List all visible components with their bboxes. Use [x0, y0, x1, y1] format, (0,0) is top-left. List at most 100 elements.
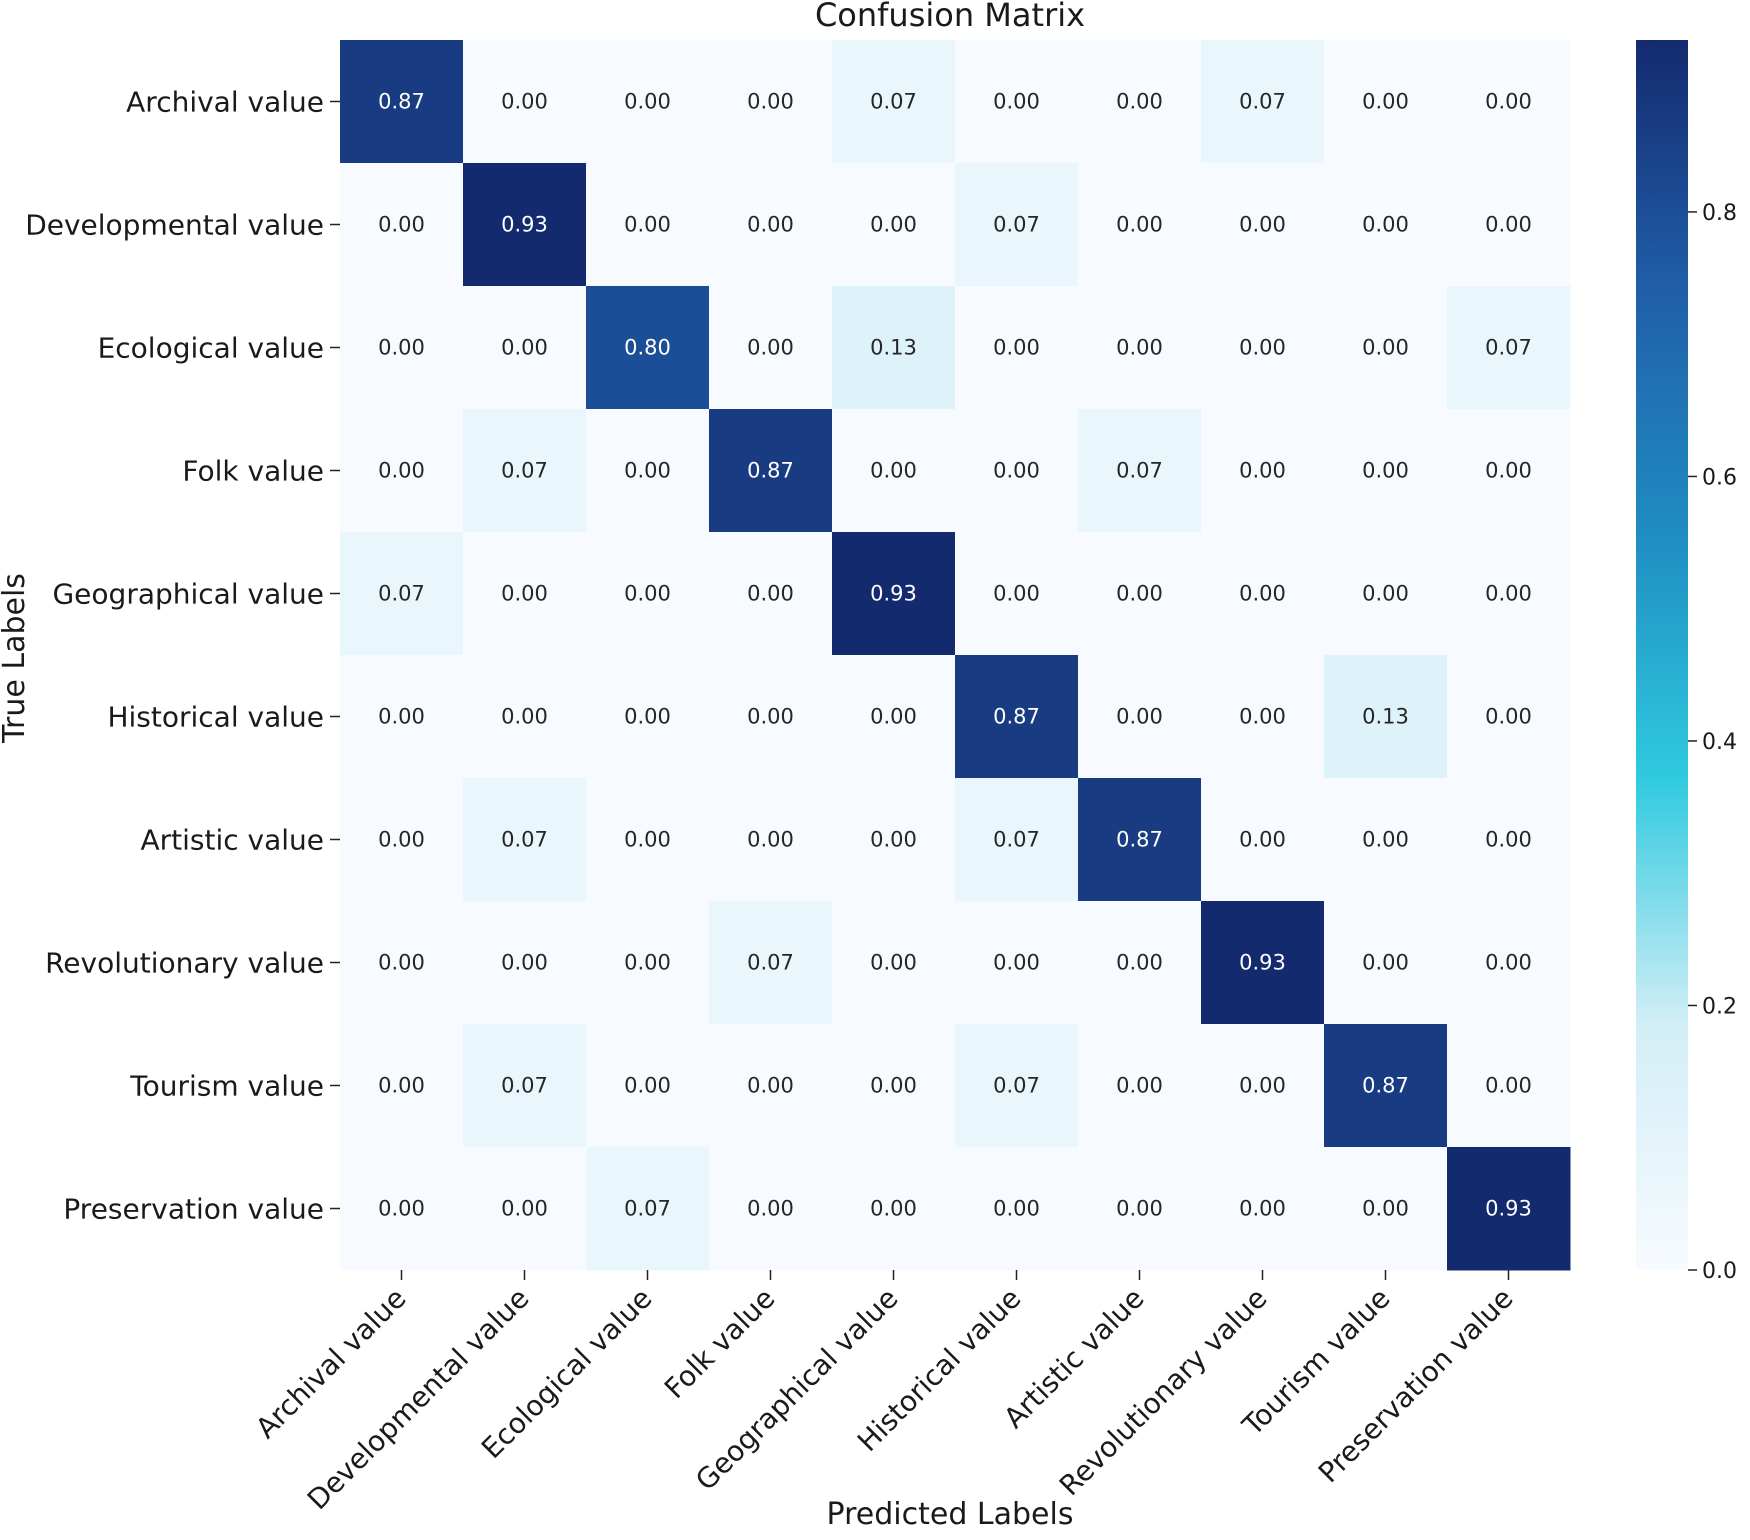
heatmap-cell: [463, 409, 587, 533]
cell-value-label: 0.87: [378, 90, 425, 114]
heatmap-cell: [1078, 901, 1202, 1025]
heatmap-cell: [340, 163, 464, 287]
cell-value-label: 0.00: [501, 582, 548, 606]
cell-value-label: 0.07: [993, 213, 1040, 237]
cell-value-label: 0.00: [378, 213, 425, 237]
cell-value-label: 0.00: [870, 951, 917, 975]
cell-value-label: 0.00: [501, 951, 548, 975]
heatmap-cell: [832, 532, 956, 656]
heatmap-cell: [463, 655, 587, 779]
heatmap-cell: [340, 901, 464, 1025]
heatmap-cell: [1201, 1024, 1325, 1148]
heatmap-cell: [832, 778, 956, 902]
heatmap-cell: [1324, 1147, 1448, 1271]
heatmap-cell: [340, 409, 464, 533]
colorbar-tick-label: 0.2: [1702, 994, 1737, 1019]
heatmap-cell: [709, 286, 833, 410]
cell-value-label: 0.00: [1485, 213, 1532, 237]
heatmap-cell: [586, 655, 710, 779]
heatmap-cell: [463, 1147, 587, 1271]
cell-value-label: 0.00: [1362, 90, 1409, 114]
heatmap-cell: [832, 286, 956, 410]
cell-value-label: 0.00: [378, 828, 425, 852]
y-tick-label: Geographical value: [52, 578, 324, 611]
heatmap-cell: [1201, 532, 1325, 656]
cell-value-label: 0.00: [1362, 1197, 1409, 1221]
heatmap-cell: [1078, 1147, 1202, 1271]
heatmap-cell: [1078, 655, 1202, 779]
cell-value-label: 0.07: [1239, 90, 1286, 114]
heatmap-cell: [463, 286, 587, 410]
cell-value-label: 0.07: [1116, 459, 1163, 483]
colorbar-tick-label: 0.4: [1702, 730, 1737, 755]
cell-value-label: 0.93: [1485, 1197, 1532, 1221]
heatmap-cell: [463, 163, 587, 287]
cell-value-label: 0.00: [378, 705, 425, 729]
heatmap-cell: [463, 40, 587, 164]
cell-value-label: 0.00: [1239, 1197, 1286, 1221]
cell-value-label: 0.00: [1362, 213, 1409, 237]
cell-value-label: 0.07: [501, 459, 548, 483]
cell-value-label: 0.07: [993, 1074, 1040, 1098]
y-tick-label: Folk value: [182, 455, 324, 488]
heatmap-cell: [955, 1024, 1079, 1148]
cell-value-label: 0.00: [624, 213, 671, 237]
cell-value-label: 0.00: [624, 951, 671, 975]
cell-value-label: 0.00: [870, 213, 917, 237]
heatmap-cell: [463, 778, 587, 902]
heatmap-cell: [1447, 532, 1571, 656]
cell-value-label: 0.00: [747, 1197, 794, 1221]
cell-value-label: 0.87: [747, 459, 794, 483]
cell-value-label: 0.00: [1485, 828, 1532, 852]
cell-value-label: 0.00: [1116, 336, 1163, 360]
cell-value-label: 0.13: [870, 336, 917, 360]
cell-value-label: 0.00: [747, 705, 794, 729]
cell-value-label: 0.00: [870, 828, 917, 852]
cell-value-label: 0.00: [747, 90, 794, 114]
cell-value-label: 0.00: [747, 336, 794, 360]
cell-value-label: 0.93: [1239, 951, 1286, 975]
cell-value-label: 0.00: [1116, 90, 1163, 114]
heatmap-cell: [832, 655, 956, 779]
chart-title: Confusion Matrix: [815, 0, 1085, 34]
cell-value-label: 0.00: [378, 336, 425, 360]
cell-value-label: 0.00: [624, 90, 671, 114]
heatmap-cell: [955, 778, 1079, 902]
heatmap-cell: [1078, 1024, 1202, 1148]
heatmap-cell: [955, 163, 1079, 287]
y-tick-label: Ecological value: [98, 332, 324, 365]
cell-value-label: 0.00: [747, 582, 794, 606]
heatmap-cell: [955, 409, 1079, 533]
heatmap-cell: [709, 901, 833, 1025]
cell-value-label: 0.00: [870, 705, 917, 729]
heatmap-cell: [832, 409, 956, 533]
heatmap-cell: [586, 163, 710, 287]
cell-value-label: 0.00: [1485, 582, 1532, 606]
heatmap-cell: [1078, 409, 1202, 533]
heatmap-cell: [340, 655, 464, 779]
cell-value-label: 0.00: [1362, 828, 1409, 852]
heatmap-cell: [1324, 409, 1448, 533]
cell-value-label: 0.00: [1116, 1074, 1163, 1098]
heatmap-cell: [1201, 1147, 1325, 1271]
cell-value-label: 0.00: [624, 705, 671, 729]
cell-value-label: 0.07: [624, 1197, 671, 1221]
heatmap-cell: [586, 901, 710, 1025]
heatmap-cell: [1324, 532, 1448, 656]
cell-value-label: 0.00: [624, 828, 671, 852]
cell-value-label: 0.00: [1362, 582, 1409, 606]
cell-value-label: 0.00: [993, 336, 1040, 360]
y-tick-label: Preservation value: [63, 1193, 324, 1226]
heatmap-cell: [586, 286, 710, 410]
cell-value-label: 0.00: [1485, 1074, 1532, 1098]
cell-value-label: 0.80: [624, 336, 671, 360]
heatmap-cell: [955, 40, 1079, 164]
heatmap-cell: [1447, 163, 1571, 287]
heatmap-cell: [709, 40, 833, 164]
heatmap-cell: [1201, 778, 1325, 902]
cell-value-label: 0.00: [1116, 705, 1163, 729]
heatmap-cell: [1078, 532, 1202, 656]
heatmap-cell: [586, 778, 710, 902]
heatmap-cell: [709, 163, 833, 287]
